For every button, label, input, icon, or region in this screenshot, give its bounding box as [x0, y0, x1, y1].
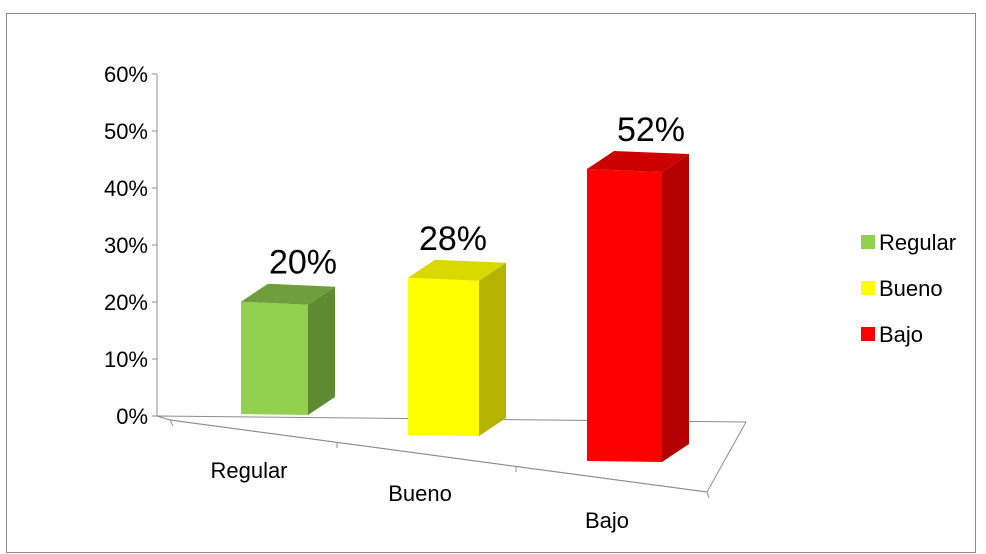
- y-tick-label: 30%: [104, 233, 148, 258]
- x-tick-label: Regular: [210, 458, 287, 483]
- legend-swatch-bajo: [861, 327, 875, 341]
- y-tick-label: 40%: [104, 176, 148, 201]
- bar-bueno-side: [479, 262, 506, 436]
- legend-label-bueno: Bueno: [879, 276, 943, 301]
- x-tick-mark: [169, 419, 174, 427]
- data-label-regular: 20%: [269, 244, 337, 282]
- legend-swatch-bueno: [861, 281, 875, 295]
- bar-regular-side: [308, 286, 335, 415]
- bar-regular-front: [241, 301, 308, 415]
- y-tick-label: 0%: [116, 404, 148, 429]
- data-label-bajo: 52%: [617, 111, 685, 149]
- legend-label-regular: Regular: [879, 230, 956, 255]
- legend-label-bajo: Bajo: [879, 322, 923, 347]
- y-tick-label: 60%: [104, 62, 148, 87]
- x-tick-mark: [706, 491, 710, 499]
- x-tick-label: Bajo: [585, 508, 629, 533]
- y-tick-label: 10%: [104, 347, 148, 372]
- data-label-bueno: 28%: [419, 220, 487, 258]
- y-tick-label: 20%: [104, 290, 148, 315]
- x-tick-label: Bueno: [388, 481, 452, 506]
- x-axis-line: [169, 419, 708, 493]
- bar-bueno-front: [408, 277, 479, 436]
- legend-swatch-regular: [861, 235, 875, 249]
- bar-bueno-top: [408, 259, 506, 281]
- bar-bajo-side: [662, 154, 689, 462]
- bar-regular-top: [241, 283, 335, 305]
- y-tick-label: 50%: [104, 119, 148, 144]
- bar-bajo-top: [587, 151, 689, 173]
- bar-bajo-front: [587, 169, 662, 462]
